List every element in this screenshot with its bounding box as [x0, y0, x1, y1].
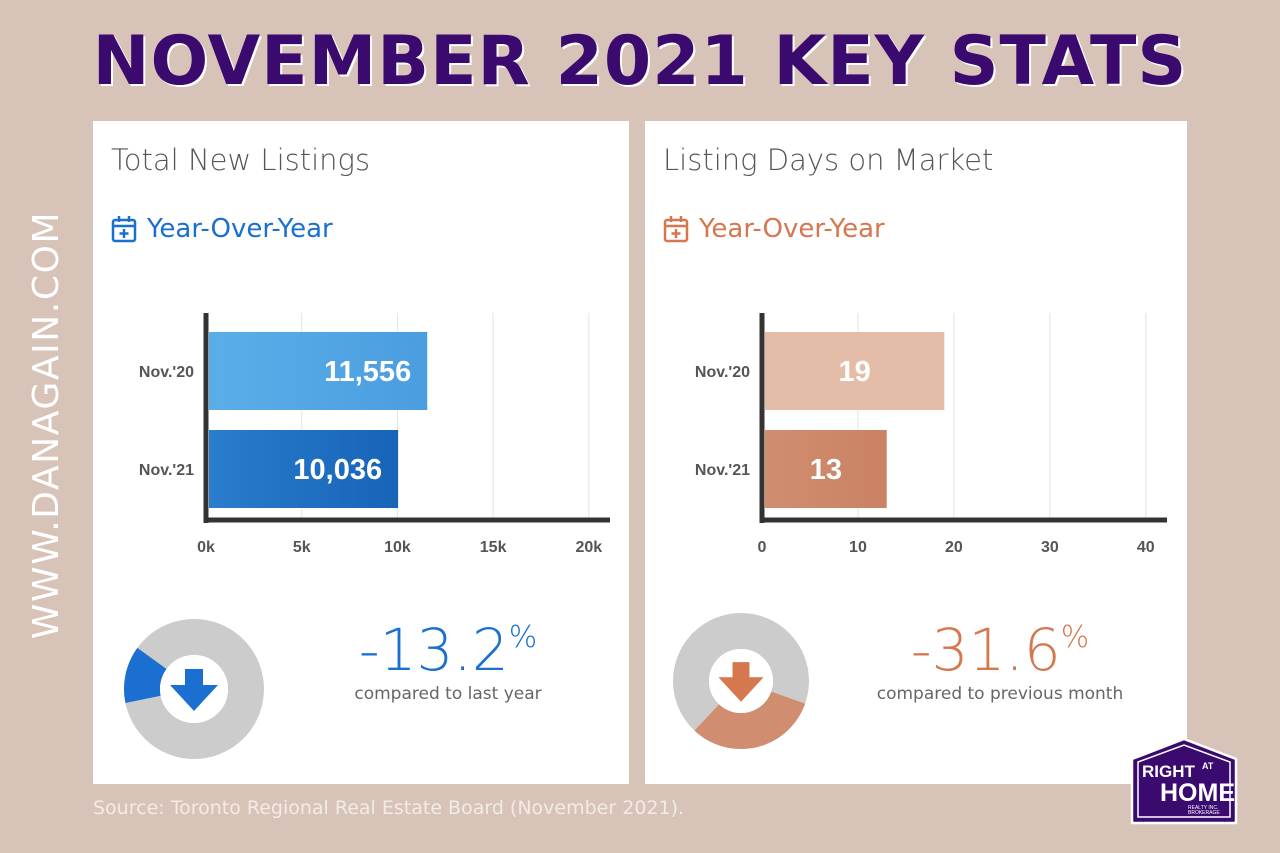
days-donut	[673, 613, 809, 749]
card-title: Total New Listings	[111, 143, 371, 177]
comparison-text: compared to previous month	[876, 684, 1124, 704]
bar	[209, 332, 428, 410]
change-unit: %	[1060, 620, 1090, 655]
listing-days-card: Listing Days on Market Year-Over-Year No…	[645, 121, 1187, 784]
tick-label: 20k	[576, 539, 603, 556]
subtitle-text: Year-Over-Year	[699, 214, 885, 244]
change-value: -13.2	[358, 616, 509, 684]
year-over-year-label: Year-Over-Year	[663, 214, 885, 244]
category-label: Nov.'20	[139, 364, 194, 381]
subtitle-text: Year-Over-Year	[147, 214, 333, 244]
down-arrow-icon	[170, 669, 218, 711]
tick-label: 0k	[197, 539, 215, 556]
website-url: WWW.DANAGAIN.COM	[26, 210, 67, 640]
right-at-home-logo: RIGHT AT HOME REALTY INC. BROKERAGE	[1130, 737, 1238, 825]
donut-segment	[124, 647, 167, 703]
listings-bar-chart: Nov.'20 11,556 Nov.'21 10,036 0k 5k 10k 15k 20k	[139, 313, 610, 556]
change-percent: -31.6%	[845, 616, 1155, 684]
tick-label: 40	[1137, 539, 1155, 556]
calendar-plus-icon	[111, 216, 137, 243]
logo-at: AT	[1202, 761, 1214, 771]
tick-label: 10k	[384, 539, 411, 556]
bar	[765, 430, 887, 508]
year-over-year-label: Year-Over-Year	[111, 214, 333, 244]
logo-line1: RIGHT	[1142, 762, 1196, 781]
bar	[765, 332, 945, 410]
tick-label: 0	[758, 539, 767, 556]
comparison-text: compared to last year	[354, 684, 542, 704]
data-label: 13	[810, 454, 842, 486]
logo-line2: HOME	[1160, 779, 1235, 807]
days-bar-chart: Nov.'20 19 Nov.'21 13 0 10 20 30 40	[695, 313, 1167, 556]
donut-segment	[694, 691, 806, 749]
logo-small2: BROKERAGE	[1188, 810, 1220, 816]
page-title: NOVEMBER 2021 KEY STATS	[92, 22, 1188, 101]
tick-label: 30	[1041, 539, 1059, 556]
change-unit: %	[508, 620, 538, 655]
tick-label: 5k	[293, 539, 311, 556]
listings-donut	[124, 619, 264, 759]
total-new-listings-card: Total New Listings Year-Over-Year Nov.'2…	[93, 121, 629, 784]
category-label: Nov.'20	[695, 364, 750, 381]
data-label: 19	[839, 356, 871, 388]
category-label: Nov.'21	[695, 462, 750, 479]
category-label: Nov.'21	[139, 462, 194, 479]
tick-label: 20	[945, 539, 963, 556]
down-arrow-icon	[718, 662, 764, 702]
source-note: Source: Toronto Regional Real Estate Boa…	[93, 797, 685, 819]
change-value: -31.6	[910, 616, 1061, 684]
tick-label: 10	[849, 539, 867, 556]
tick-label: 15k	[480, 539, 507, 556]
data-label: 10,036	[293, 454, 382, 486]
bar	[209, 430, 399, 508]
data-label: 11,556	[324, 356, 411, 388]
calendar-plus-icon	[663, 216, 689, 243]
change-percent: -13.2%	[308, 616, 588, 684]
logo-small1: REALTY INC.	[1188, 805, 1218, 811]
card-title: Listing Days on Market	[663, 143, 994, 177]
